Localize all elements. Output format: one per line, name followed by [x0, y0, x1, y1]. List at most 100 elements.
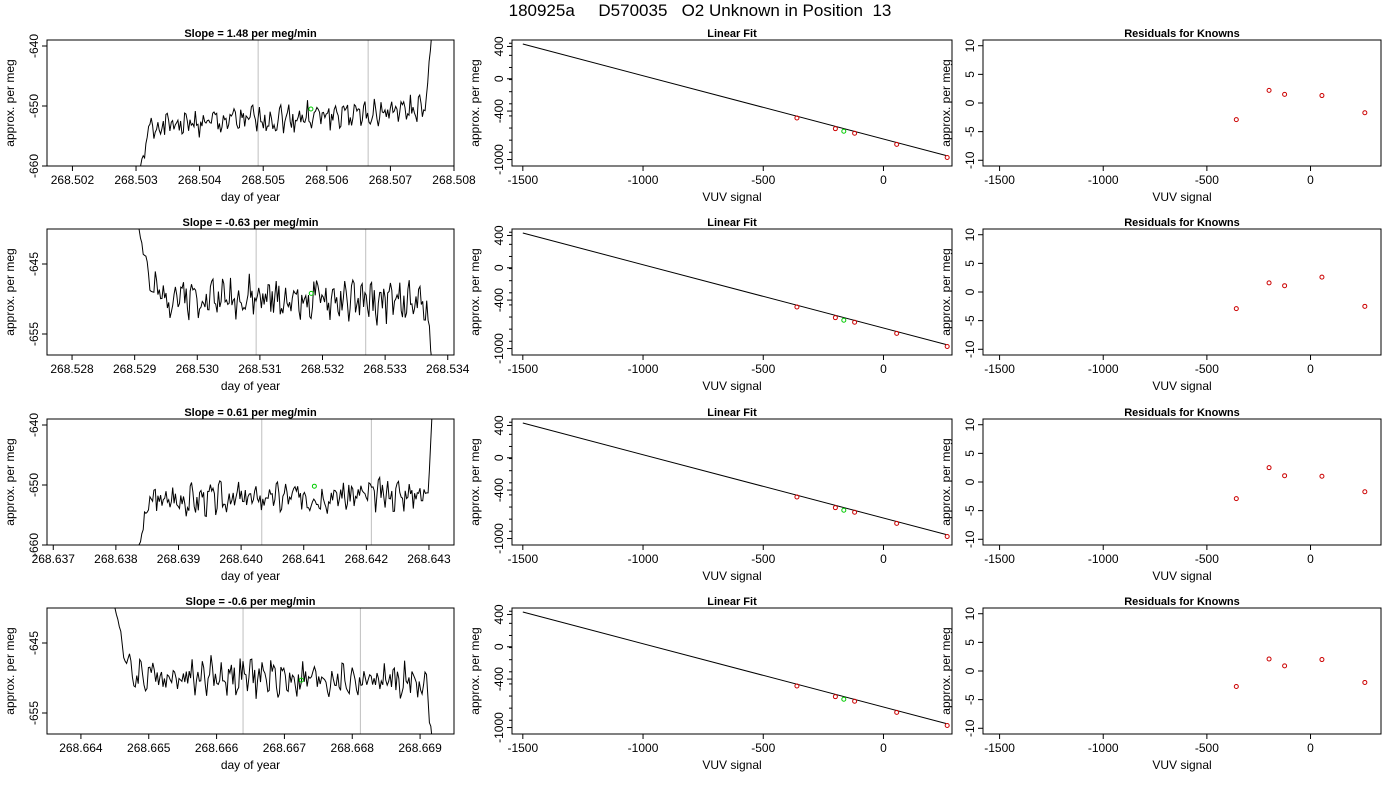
x-tick-label: -1000 — [628, 741, 659, 755]
plot-area — [140, 40, 432, 166]
x-tick-label: 268.533 — [363, 362, 407, 376]
panel-title: Slope = 0.61 per meg/min — [184, 407, 317, 419]
plot-area — [138, 229, 432, 355]
x-tick-label: 268.508 — [432, 173, 476, 187]
x-tick-label: 268.504 — [178, 173, 222, 187]
x-axis-label: day of year — [221, 569, 280, 583]
plot-frame — [46, 39, 455, 167]
x-tick-label: 268.528 — [50, 362, 94, 376]
unknown-point — [841, 696, 847, 702]
x-tick-label: 0 — [880, 552, 887, 566]
x-tick-label: -1000 — [628, 552, 659, 566]
unknown-mean-marker — [308, 106, 314, 112]
known-point — [832, 505, 838, 511]
known-point — [894, 330, 900, 336]
x-tick-label: -1500 — [507, 173, 538, 187]
y-axis-label: approx. per meg — [3, 248, 17, 335]
unknown-point — [841, 128, 847, 134]
known-point — [894, 709, 900, 715]
y-tick-label: 0 — [963, 288, 977, 295]
panel-3-1: 268.637 268.638 268.639 268.640 268.641 268.6… — [3, 407, 455, 583]
x-tick-label: 268.667 — [263, 741, 307, 755]
residual-point — [1233, 306, 1239, 312]
y-tick-label: 0 — [963, 667, 977, 674]
panel-2-1: 268.528 268.529 268.530 268.531 268.532 268.5… — [3, 217, 470, 393]
x-axis-label: day of year — [221, 190, 280, 204]
x-tick-label: 268.637 — [32, 552, 76, 566]
y-axis-label: approx. per meg — [939, 248, 953, 335]
plot-area — [1233, 656, 1368, 689]
y-tick-label: 0 — [492, 643, 506, 650]
x-tick-label: 0 — [880, 741, 887, 755]
x-axis-label: VUV signal — [702, 379, 761, 393]
x-axis-label: VUV signal — [702, 190, 761, 204]
x-tick-label: 268.638 — [94, 552, 138, 566]
y-tick-label: -10 — [963, 530, 977, 548]
y-tick-label: -660 — [27, 533, 41, 557]
x-tick-label: -500 — [1195, 362, 1219, 376]
known-point — [832, 315, 838, 321]
signal-trace — [138, 419, 433, 545]
y-tick-label: -5 — [963, 694, 977, 705]
residual-point — [1362, 679, 1368, 685]
x-tick-label: 268.664 — [59, 741, 103, 755]
plot-frame — [46, 228, 455, 356]
x-tick-label: 0 — [1307, 362, 1314, 376]
panel-title: Residuals for Knowns — [1124, 217, 1240, 229]
y-tick-label: 5 — [963, 71, 977, 78]
known-point — [852, 319, 858, 325]
panel-title: Linear Fit — [707, 596, 757, 608]
known-point — [944, 723, 950, 729]
x-tick-label: 268.503 — [114, 173, 158, 187]
y-tick-label: 10 — [963, 228, 977, 242]
unknown-mean-marker — [298, 677, 304, 683]
y-tick-label: 10 — [963, 39, 977, 53]
y-axis-label: approx. per meg — [939, 627, 953, 714]
y-tick-label: -10 — [963, 340, 977, 358]
residual-point — [1362, 303, 1368, 309]
x-axis-label: VUV signal — [1152, 190, 1211, 204]
x-tick-label: 0 — [880, 362, 887, 376]
fit-line — [522, 611, 947, 724]
known-point — [944, 344, 950, 350]
x-axis-label: VUV signal — [702, 569, 761, 583]
panel-title: Slope = 1.48 per meg/min — [184, 28, 317, 40]
x-tick-label: -500 — [1195, 552, 1219, 566]
x-tick-label: -1000 — [628, 362, 659, 376]
y-tick-label: -10 — [963, 151, 977, 169]
plot-frame — [46, 607, 455, 735]
plot-frame — [982, 228, 1382, 356]
x-tick-label: 0 — [880, 173, 887, 187]
y-tick-label: -655 — [27, 701, 41, 725]
y-tick-label: -400 — [492, 478, 506, 502]
plot-frame — [46, 418, 455, 546]
y-tick-label: 400 — [492, 225, 506, 245]
known-point — [944, 155, 950, 161]
y-tick-label: -5 — [963, 505, 977, 516]
panel-title: Residuals for Knowns — [1124, 407, 1240, 419]
x-tick-label: 268.502 — [51, 173, 95, 187]
known-point — [794, 115, 800, 121]
y-tick-label: -5 — [963, 126, 977, 137]
x-tick-label: 0 — [1307, 173, 1314, 187]
signal-trace — [114, 608, 433, 734]
unknown-point — [841, 317, 847, 323]
residual-point — [1319, 93, 1325, 99]
panel-title: Slope = -0.63 per meg/min — [182, 217, 318, 229]
signal-trace — [140, 40, 432, 166]
x-tick-label: 268.531 — [238, 362, 282, 376]
y-tick-label: -1000 — [492, 144, 506, 175]
x-tick-label: -1500 — [984, 173, 1015, 187]
x-tick-label: 268.643 — [407, 552, 451, 566]
y-tick-label: 400 — [492, 36, 506, 56]
x-axis-label: VUV signal — [702, 758, 761, 772]
unknown-mean-marker — [311, 483, 317, 489]
x-tick-label: -1000 — [628, 173, 659, 187]
y-tick-label: 0 — [492, 75, 506, 82]
panel-title: Residuals for Knowns — [1124, 596, 1240, 608]
y-axis-label: approx. per meg — [468, 59, 482, 146]
known-point — [894, 520, 900, 526]
y-tick-label: -1000 — [492, 333, 506, 364]
panel-4-3: -1500 -1000 -500 0 10 5 0 -5 -10 Residuals for Kn… — [939, 596, 1382, 772]
y-tick-label: -400 — [492, 667, 506, 691]
